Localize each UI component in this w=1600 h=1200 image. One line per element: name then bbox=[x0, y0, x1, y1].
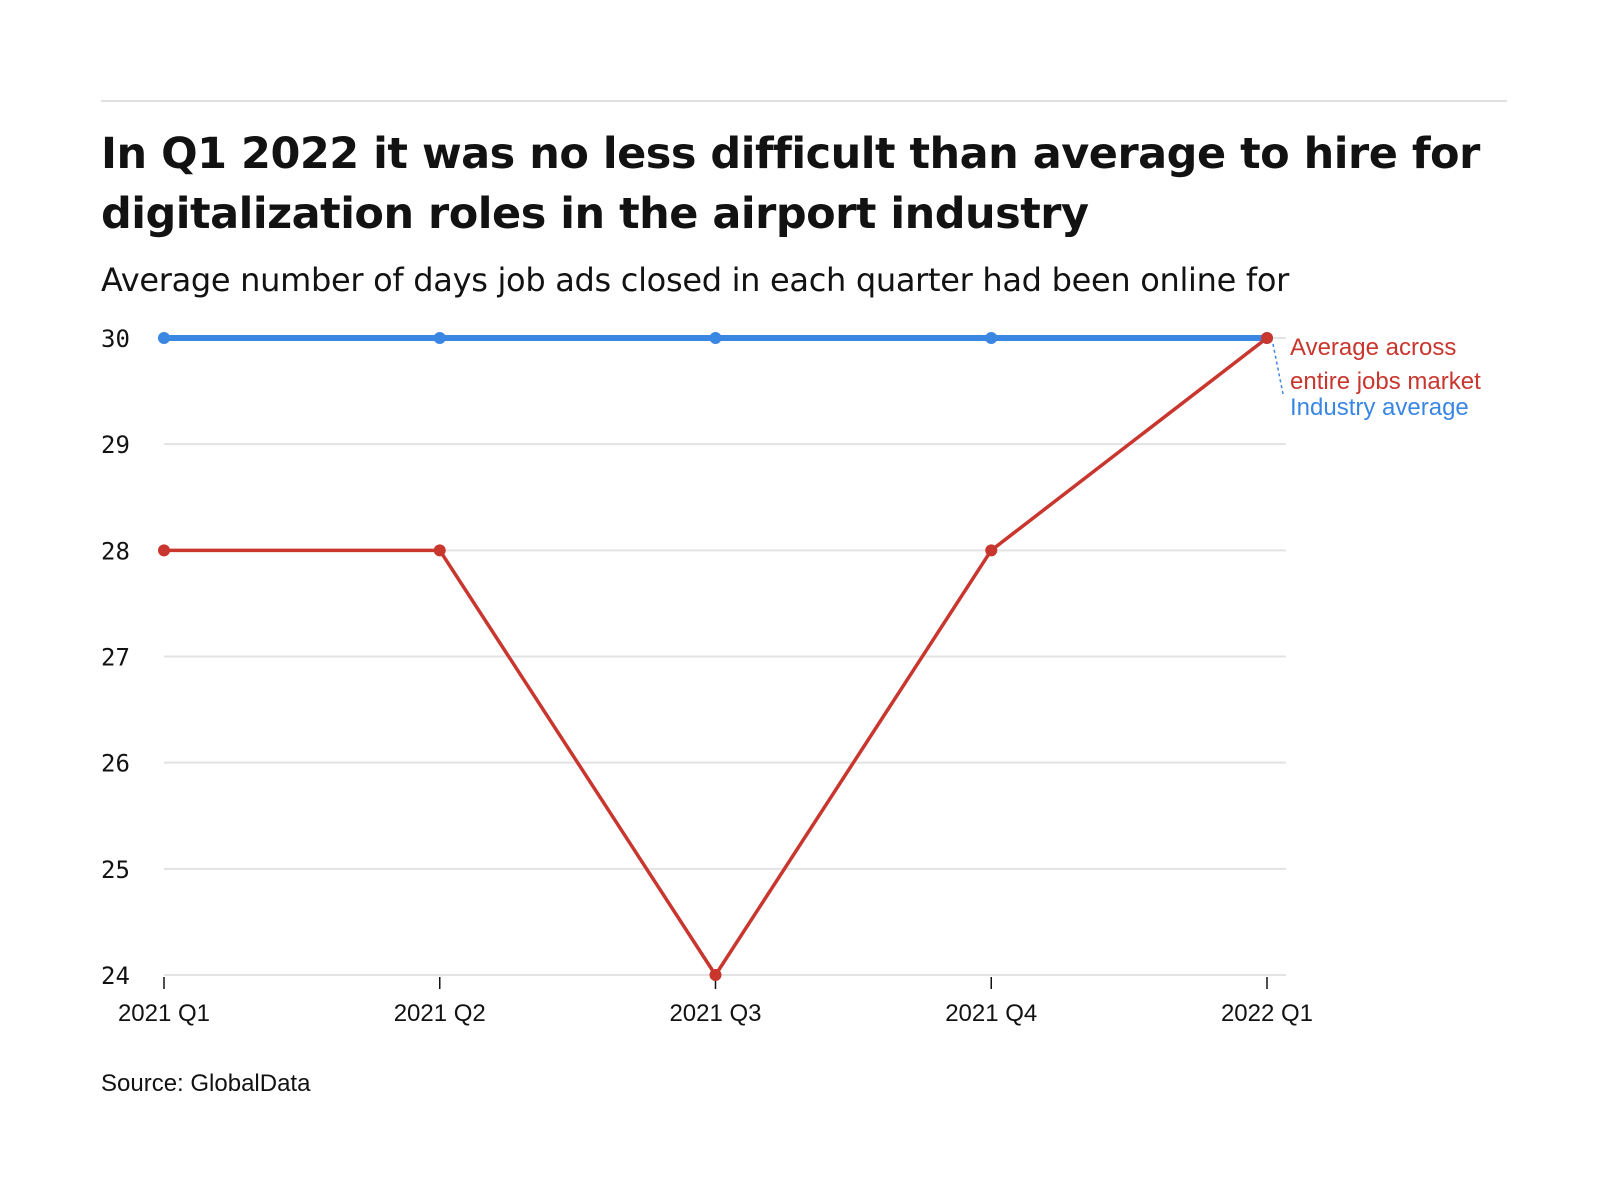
chart-title: In Q1 2022 it was no less difficult than… bbox=[101, 129, 1480, 239]
data-point-market bbox=[158, 544, 170, 557]
annotation-market-line: entire jobs market bbox=[1290, 368, 1481, 395]
annotation-industry-line: Industry average bbox=[1290, 394, 1469, 421]
y-axis-ticks: 24 25 26 27 28 29 30 bbox=[101, 325, 130, 990]
y-tick-label: 30 bbox=[101, 325, 130, 353]
y-tick-label: 27 bbox=[101, 644, 130, 672]
data-point-industry bbox=[709, 332, 722, 344]
data-point-market bbox=[433, 544, 446, 557]
y-tick-label: 24 bbox=[101, 962, 130, 990]
data-point-industry bbox=[158, 332, 170, 344]
gridlines bbox=[164, 337, 1286, 976]
y-tick-label: 25 bbox=[101, 856, 130, 884]
x-tick-label: 2021 Q1 bbox=[118, 1000, 210, 1027]
source-note: Source: GlobalData bbox=[101, 1070, 311, 1097]
series-points bbox=[158, 332, 1273, 981]
data-point-market bbox=[709, 969, 722, 981]
data-point-industry bbox=[433, 332, 446, 344]
x-tick-label: 2022 Q1 bbox=[1221, 1000, 1313, 1027]
top-divider bbox=[101, 100, 1507, 102]
series-annotations: Average across entire jobs marketIndustry… bbox=[1272, 334, 1481, 421]
x-tick-label: 2021 Q3 bbox=[669, 1000, 761, 1027]
chart-subtitle: Average number of days job ads closed in… bbox=[101, 261, 1289, 299]
y-tick-label: 29 bbox=[101, 431, 130, 459]
data-point-market bbox=[985, 544, 998, 557]
x-tick-label: 2021 Q4 bbox=[945, 1000, 1037, 1027]
y-tick-label: 28 bbox=[101, 537, 130, 565]
y-tick-label: 26 bbox=[101, 750, 130, 778]
annotation-leader-line bbox=[1272, 343, 1284, 395]
annotation-market-line: Average across bbox=[1290, 334, 1456, 361]
data-point-industry bbox=[985, 332, 998, 344]
data-point-market bbox=[1261, 332, 1273, 344]
x-tick-label: 2021 Q2 bbox=[394, 1000, 486, 1027]
x-axis-ticks: 2021 Q1 2021 Q2 2021 Q3 2021 Q4 2022 Q1 bbox=[118, 977, 1313, 1027]
